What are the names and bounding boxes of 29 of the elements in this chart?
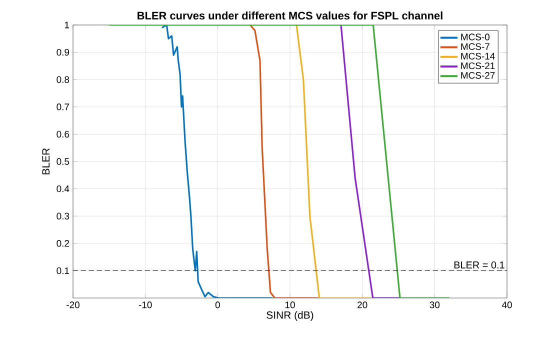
legend-label: MCS-21: [461, 62, 495, 70]
y-tick-label: 0.1: [56, 267, 70, 274]
ref-line-label: BLER = 0.1: [454, 261, 504, 269]
chart-title: BLER curves under different MCS values for FSPL channel: [138, 11, 442, 20]
legend-label: MCS-27: [461, 72, 495, 79]
y-tick-label: 0.5: [56, 158, 70, 165]
y-tick-label: 1: [64, 22, 70, 28]
x-axis-title: SINR (dB): [266, 311, 314, 321]
y-tick-label: 0.9: [56, 48, 70, 56]
x-tick-label: 30: [430, 302, 440, 308]
line-series: [296, 24, 374, 298]
y-tick-label: 0.2: [56, 240, 70, 247]
legend-label: MCS-7: [461, 43, 490, 50]
x-tick-label: -20: [66, 302, 80, 308]
x-tick-label: 10: [285, 302, 295, 308]
line-series: [161, 24, 274, 298]
legend-label: MCS-0: [461, 34, 490, 40]
y-axis-title: BLER: [42, 148, 50, 174]
x-tick-label: 40: [502, 302, 512, 308]
y-tick-label: 0.4: [56, 185, 70, 192]
x-tick-label: 20: [358, 302, 368, 308]
x-tick-label: 0: [215, 302, 220, 308]
x-tick-label: -10: [138, 302, 152, 308]
line-series: [249, 24, 320, 298]
y-tick-label: 0.8: [56, 76, 70, 83]
y-tick-label: 0.7: [56, 104, 70, 110]
legend-label: MCS-14: [461, 52, 495, 60]
y-tick-label: 0.3: [56, 212, 70, 220]
y-tick-label: 0.6: [56, 130, 70, 138]
